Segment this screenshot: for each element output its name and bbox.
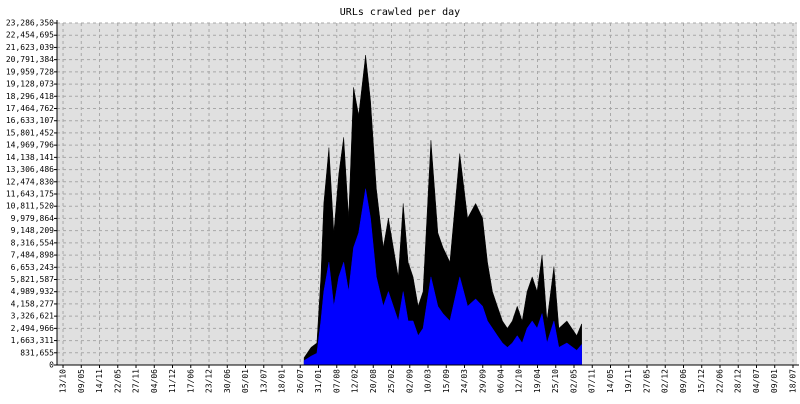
y-tick-label: 6,653,243 <box>11 263 55 272</box>
x-tick-label: 15/09 <box>442 369 451 393</box>
x-tick-label: 22/05 <box>113 369 122 393</box>
y-tick-label: 19,128,073 <box>6 80 54 89</box>
y-tick-label: 13,306,486 <box>6 165 54 174</box>
y-tick-label: 21,623,039 <box>6 43 54 52</box>
x-tick-label: 09/01 <box>770 369 779 393</box>
y-tick-label: 1,663,311 <box>11 336 55 345</box>
x-tick-label: 04/07 <box>752 369 761 393</box>
x-tick-label: 19/11 <box>624 369 633 393</box>
y-tick-label: 17,464,762 <box>6 104 54 113</box>
y-tick-label: 16,633,107 <box>6 116 54 125</box>
y-tick-label: 9,148,209 <box>11 226 55 235</box>
y-tick-label: 22,454,695 <box>6 31 54 40</box>
x-tick-label: 19/04 <box>533 369 542 393</box>
x-tick-label: 27/11 <box>132 369 141 393</box>
x-tick-label: 30/06 <box>223 369 232 393</box>
x-tick-label: 14/11 <box>95 369 104 393</box>
x-tick-label: 10/03 <box>424 369 433 393</box>
x-tick-label: 22/06 <box>715 369 724 393</box>
x-tick-label: 25/10 <box>551 369 560 393</box>
y-tick-label: 18,296,418 <box>6 92 54 101</box>
x-tick-label: 09/06 <box>679 369 688 393</box>
x-tick-label: 06/04 <box>497 369 506 393</box>
x-tick-label: 18/07 <box>788 369 797 393</box>
x-tick-label: 27/05 <box>642 369 651 393</box>
x-tick-label: 14/05 <box>606 369 615 393</box>
y-tick-label: 3,326,621 <box>11 312 55 321</box>
x-tick-label: 28/12 <box>734 369 743 393</box>
x-tick-label: 26/07 <box>296 369 305 393</box>
x-tick-label: 13/07 <box>259 369 268 393</box>
x-tick-label: 23/12 <box>205 369 214 393</box>
x-tick-label: 12/02 <box>351 369 360 393</box>
x-tick-label: 29/09 <box>478 369 487 393</box>
x-tick-label: 04/06 <box>150 369 159 393</box>
y-tick-label: 8,316,554 <box>11 238 55 247</box>
x-tick-label: 02/09 <box>405 369 414 393</box>
y-tick-label: 4,158,277 <box>11 299 55 308</box>
y-tick-label: 9,979,864 <box>11 214 55 223</box>
x-tick-label: 02/12 <box>661 369 670 393</box>
chart-title: URLs crawled per day <box>340 7 460 18</box>
y-tick-label: 10,811,520 <box>6 202 54 211</box>
x-tick-label: 20/08 <box>369 369 378 393</box>
x-tick-label: 07/11 <box>588 369 597 393</box>
x-tick-label: 05/01 <box>241 369 250 393</box>
x-tick-label: 17/06 <box>186 369 195 393</box>
y-tick-label: 4,989,932 <box>11 287 55 296</box>
y-tick-label: 0 <box>49 361 54 370</box>
y-tick-label: 23,286,350 <box>6 19 54 28</box>
y-tick-label: 11,643,175 <box>6 190 54 199</box>
area <box>303 188 582 366</box>
x-tick-label: 02/05 <box>569 369 578 393</box>
y-tick-label: 19,959,728 <box>6 67 54 76</box>
x-tick-label: 15/12 <box>697 369 706 393</box>
x-tick-label: 13/10 <box>59 369 68 393</box>
y-tick-label: 14,969,796 <box>6 141 54 150</box>
y-tick-label: 20,791,384 <box>6 55 54 64</box>
y-tick-label: 15,801,452 <box>6 128 54 137</box>
y-tick-label: 831,655 <box>20 348 54 357</box>
x-tick-label: 25/02 <box>387 369 396 393</box>
x-tick-label: 31/01 <box>314 369 323 393</box>
x-tick-label: 18/01 <box>278 369 287 393</box>
x-tick-label: 09/05 <box>77 369 86 393</box>
y-tick-label: 5,821,587 <box>11 275 55 284</box>
x-tick-label: 24/03 <box>460 369 469 393</box>
y-tick-label: 14,138,141 <box>6 153 54 162</box>
x-tick-label: 07/08 <box>332 369 341 393</box>
y-tick-label: 2,494,966 <box>11 324 55 333</box>
x-tick-label: 11/12 <box>168 369 177 393</box>
y-tick-label: 12,474,830 <box>6 177 54 186</box>
x-tick-label: 12/10 <box>515 369 524 393</box>
y-tick-label: 7,484,898 <box>11 251 55 260</box>
